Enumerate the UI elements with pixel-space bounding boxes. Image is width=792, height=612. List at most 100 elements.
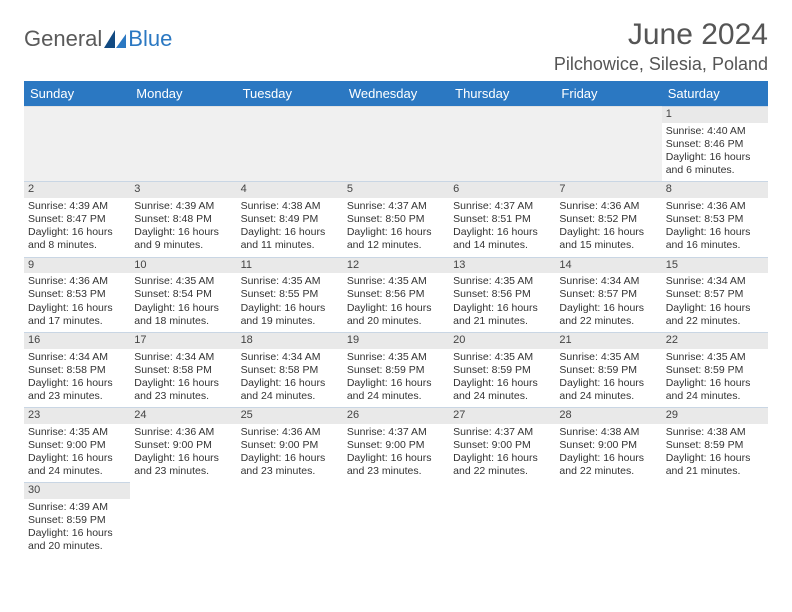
weekday-label: Saturday (662, 81, 768, 106)
calendar-cell-empty (343, 482, 449, 557)
daylight1-label: Daylight: 16 hours (28, 226, 126, 239)
sunrise-label: Sunrise: 4:35 AM (347, 275, 445, 288)
sunrise-label: Sunrise: 4:35 AM (347, 351, 445, 364)
day-number: 19 (343, 333, 449, 349)
sunset-label: Sunset: 8:58 PM (241, 364, 339, 377)
daylight2-label: and 23 minutes. (134, 465, 232, 478)
calendar-cell: 2Sunrise: 4:39 AMSunset: 8:47 PMDaylight… (24, 181, 130, 256)
daylight1-label: Daylight: 16 hours (453, 377, 551, 390)
day-number: 26 (343, 408, 449, 424)
daylight2-label: and 24 minutes. (453, 390, 551, 403)
sunset-label: Sunset: 8:50 PM (347, 213, 445, 226)
sunrise-label: Sunrise: 4:35 AM (134, 275, 232, 288)
brand-name-b: Blue (128, 26, 172, 52)
sunrise-label: Sunrise: 4:37 AM (453, 200, 551, 213)
sunset-label: Sunset: 8:46 PM (666, 138, 764, 151)
daylight1-label: Daylight: 16 hours (559, 452, 657, 465)
calendar-cell: 11Sunrise: 4:35 AMSunset: 8:55 PMDayligh… (237, 257, 343, 332)
daylight2-label: and 23 minutes. (28, 390, 126, 403)
calendar-cell: 4Sunrise: 4:38 AMSunset: 8:49 PMDaylight… (237, 181, 343, 256)
day-number: 11 (237, 258, 343, 274)
daylight1-label: Daylight: 16 hours (134, 226, 232, 239)
sunrise-label: Sunrise: 4:34 AM (241, 351, 339, 364)
brand-name-a: General (24, 26, 102, 52)
weekday-label: Sunday (24, 81, 130, 106)
daylight2-label: and 22 minutes. (453, 465, 551, 478)
calendar-cell-empty (449, 482, 555, 557)
calendar-cell: 27Sunrise: 4:37 AMSunset: 9:00 PMDayligh… (449, 407, 555, 482)
calendar-cell-empty (24, 106, 130, 181)
daylight2-label: and 21 minutes. (453, 315, 551, 328)
daylight2-label: and 18 minutes. (134, 315, 232, 328)
sunset-label: Sunset: 8:56 PM (453, 288, 551, 301)
daylight1-label: Daylight: 16 hours (453, 302, 551, 315)
day-number: 23 (24, 408, 130, 424)
daylight2-label: and 21 minutes. (666, 465, 764, 478)
sunset-label: Sunset: 8:56 PM (347, 288, 445, 301)
daylight2-label: and 22 minutes. (666, 315, 764, 328)
day-number: 2 (24, 182, 130, 198)
calendar-cell: 28 Sunrise: 4:38 AMSunset: 9:00 PMDayligh… (555, 407, 661, 482)
sunset-label: Sunset: 9:00 PM (347, 439, 445, 452)
day-number: 4 (237, 182, 343, 198)
calendar-cell: 26 Sunrise: 4:37 AMSunset: 9:00 PMDayligh… (343, 407, 449, 482)
calendar-cell: 16Sunrise: 4:34 AMSunset: 8:58 PMDayligh… (24, 332, 130, 407)
daylight2-label: and 17 minutes. (28, 315, 126, 328)
location-label: Pilchowice, Silesia, Poland (554, 54, 768, 75)
sunset-label: Sunset: 8:52 PM (559, 213, 657, 226)
daylight1-label: Daylight: 16 hours (347, 226, 445, 239)
daylight2-label: and 24 minutes. (559, 390, 657, 403)
daylight2-label: and 11 minutes. (241, 239, 339, 252)
daylight2-label: and 6 minutes. (666, 164, 764, 177)
sunset-label: Sunset: 9:00 PM (559, 439, 657, 452)
sunrise-label: Sunrise: 4:37 AM (347, 426, 445, 439)
sunrise-label: Sunrise: 4:38 AM (559, 426, 657, 439)
sunset-label: Sunset: 8:59 PM (666, 439, 764, 452)
daylight1-label: Daylight: 16 hours (347, 302, 445, 315)
daylight2-label: and 12 minutes. (347, 239, 445, 252)
daylight1-label: Daylight: 16 hours (28, 527, 126, 540)
day-number: 28 (555, 408, 661, 424)
sunset-label: Sunset: 8:53 PM (666, 213, 764, 226)
day-number: 25 (237, 408, 343, 424)
daylight1-label: Daylight: 16 hours (134, 302, 232, 315)
sunrise-label: Sunrise: 4:36 AM (241, 426, 339, 439)
daylight2-label: and 14 minutes. (453, 239, 551, 252)
calendar-cell: 12Sunrise: 4:35 AMSunset: 8:56 PMDayligh… (343, 257, 449, 332)
day-number: 29 (662, 408, 768, 424)
daylight1-label: Daylight: 16 hours (241, 452, 339, 465)
sunset-label: Sunset: 9:00 PM (241, 439, 339, 452)
sunrise-label: Sunrise: 4:36 AM (134, 426, 232, 439)
calendar-cell: 30Sunrise: 4:39 AMSunset: 8:59 PMDayligh… (24, 482, 130, 557)
sunrise-label: Sunrise: 4:35 AM (241, 275, 339, 288)
daylight2-label: and 20 minutes. (347, 315, 445, 328)
calendar-cell: 15Sunrise: 4:34 AMSunset: 8:57 PMDayligh… (662, 257, 768, 332)
sunset-label: Sunset: 8:59 PM (453, 364, 551, 377)
sunrise-label: Sunrise: 4:34 AM (134, 351, 232, 364)
day-number: 3 (130, 182, 236, 198)
header-right: June 2024 Pilchowice, Silesia, Poland (554, 18, 768, 75)
daylight2-label: and 19 minutes. (241, 315, 339, 328)
day-number: 17 (130, 333, 236, 349)
sunrise-label: Sunrise: 4:37 AM (347, 200, 445, 213)
sunset-label: Sunset: 8:59 PM (347, 364, 445, 377)
sunrise-label: Sunrise: 4:39 AM (134, 200, 232, 213)
calendar-cell-empty (555, 482, 661, 557)
daylight1-label: Daylight: 16 hours (28, 377, 126, 390)
calendar-cell-empty (130, 106, 236, 181)
calendar-cell: 14Sunrise: 4:34 AMSunset: 8:57 PMDayligh… (555, 257, 661, 332)
calendar-cell: 20Sunrise: 4:35 AMSunset: 8:59 PMDayligh… (449, 332, 555, 407)
calendar-cell: 17Sunrise: 4:34 AMSunset: 8:58 PMDayligh… (130, 332, 236, 407)
calendar-cell: 18Sunrise: 4:34 AMSunset: 8:58 PMDayligh… (237, 332, 343, 407)
calendar-cell-empty (449, 106, 555, 181)
daylight1-label: Daylight: 16 hours (241, 226, 339, 239)
daylight2-label: and 23 minutes. (241, 465, 339, 478)
sunrise-label: Sunrise: 4:35 AM (453, 275, 551, 288)
sunset-label: Sunset: 8:47 PM (28, 213, 126, 226)
daylight1-label: Daylight: 16 hours (666, 377, 764, 390)
day-number: 27 (449, 408, 555, 424)
calendar-cell: 13Sunrise: 4:35 AMSunset: 8:56 PMDayligh… (449, 257, 555, 332)
daylight1-label: Daylight: 16 hours (241, 302, 339, 315)
daylight1-label: Daylight: 16 hours (347, 452, 445, 465)
sunset-label: Sunset: 9:00 PM (134, 439, 232, 452)
